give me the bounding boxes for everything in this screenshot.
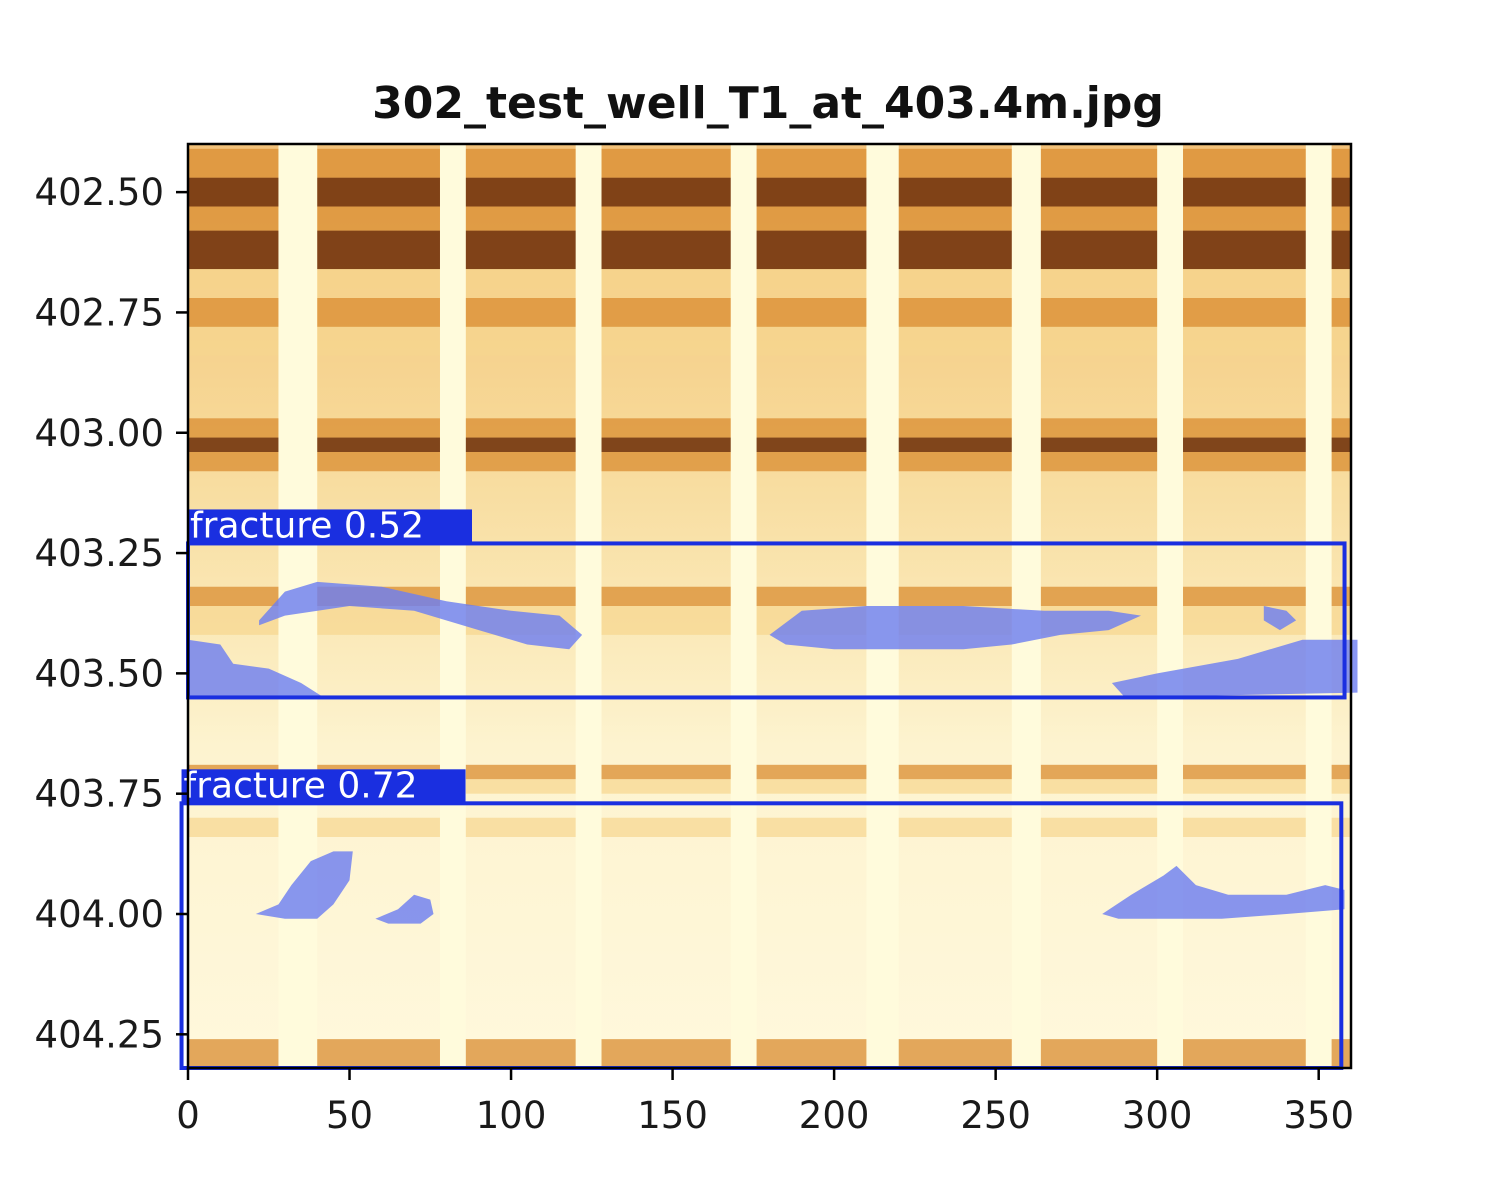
x-tick-label: 300 [1122,1094,1193,1137]
detection-label: fracture 0.52 [190,505,424,546]
heatmap-band [188,586,1351,606]
segmentation-masks [188,581,1358,924]
x-tick-label: 50 [326,1094,373,1137]
y-tick-label: 404.00 [35,893,164,936]
y-tick-label: 403.25 [35,532,164,575]
heatmap-band [188,817,1351,837]
heatmap-image [188,144,1351,1068]
fracture-mask [259,581,583,650]
y-tick-label: 403.00 [35,412,164,455]
fracture-mask [188,639,324,698]
y-tick-label: 402.50 [35,171,164,214]
heatmap-band [188,437,1351,452]
chart-title: 302_test_well_T1_at_403.4m.jpg [372,78,1164,129]
x-tick-label: 150 [637,1094,708,1137]
heatmap-band [188,418,1351,438]
detection-label-bg [181,769,466,804]
pad-gap-stripe [575,144,602,1068]
detection-label: fracture 0.72 [184,765,418,806]
x-tick-label: 350 [1283,1094,1354,1137]
y-tick-label: 403.75 [35,773,164,816]
fracture-mask [375,894,434,924]
heatmap-band [188,779,1351,794]
heatmap-band [188,452,1351,472]
axes: 0 50 100 150 200 250 300 350 402.50 402.75 403.00 4… [35,171,1354,1137]
y-tick-label: 403.50 [35,652,164,695]
x-tick-label: 100 [476,1094,547,1137]
fracture-mask [769,606,1141,650]
pad-gap-stripe [1011,144,1041,1068]
fracture-mask [1263,606,1297,631]
pad-gap-stripe [730,144,757,1068]
heatmap-band [188,764,1351,780]
x-tick-label: 200 [799,1094,870,1137]
x-tick-label: 0 [176,1094,200,1137]
detection-label-bg [188,509,472,544]
y-tick-label: 402.75 [35,291,164,334]
pad-gap-stripe [1157,144,1184,1068]
x-tick-label: 250 [960,1094,1031,1137]
fracture-mask [1111,639,1358,698]
fracture-mask [255,851,353,919]
pad-gap-stripe [1305,144,1332,1068]
y-tick-label: 404.25 [35,1013,164,1056]
plot-frame [186,142,1353,1070]
fracture-mask [1102,865,1345,919]
